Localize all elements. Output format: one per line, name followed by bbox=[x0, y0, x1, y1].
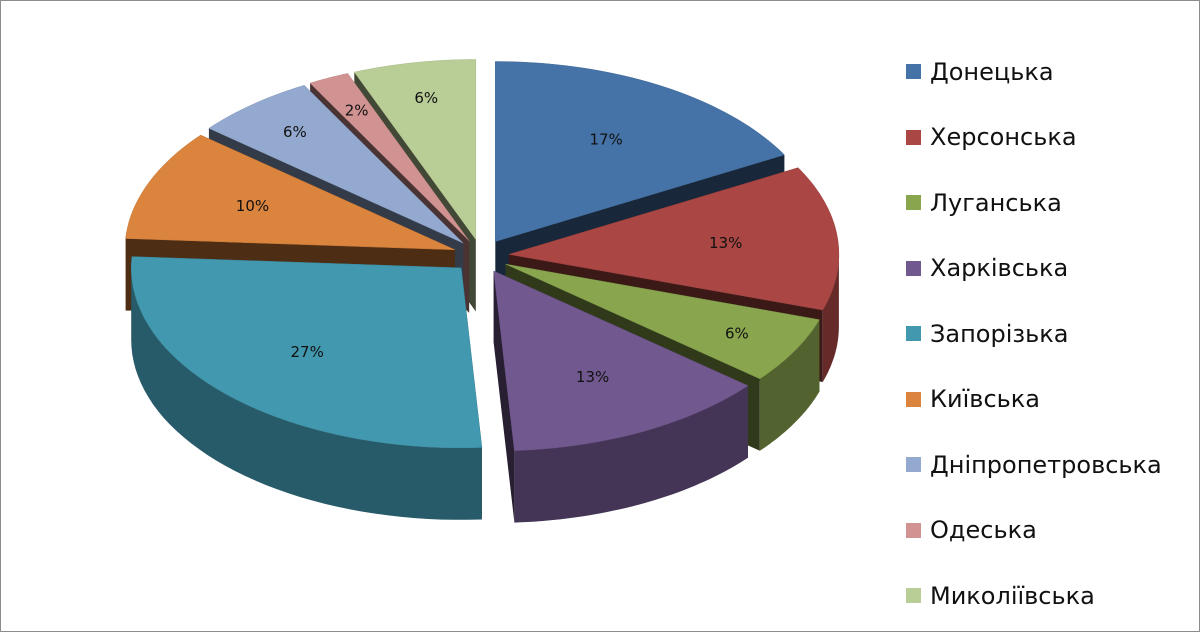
legend-item: Херсонська bbox=[906, 105, 1162, 171]
slice-top bbox=[353, 59, 477, 241]
legend-swatch bbox=[906, 195, 921, 211]
data-label: 17% bbox=[589, 130, 622, 148]
legend-label: Одеська bbox=[930, 516, 1037, 545]
data-label: 10% bbox=[236, 197, 269, 215]
legend-label: Київська bbox=[930, 385, 1040, 414]
data-label: 6% bbox=[414, 89, 438, 107]
slice-wall bbox=[822, 254, 839, 382]
legend-label: Дніпропетровська bbox=[930, 450, 1162, 479]
slice-top bbox=[125, 134, 456, 251]
legend-swatch bbox=[906, 326, 921, 342]
slice-cut-face bbox=[493, 271, 515, 523]
pie-slice bbox=[131, 256, 483, 520]
legend-swatch bbox=[906, 588, 921, 604]
legend-label: Донецька bbox=[930, 57, 1054, 86]
slice-wall bbox=[131, 267, 482, 520]
data-label: 6% bbox=[283, 123, 307, 141]
legend-label: Запорізька bbox=[930, 319, 1069, 348]
legend-swatch bbox=[906, 522, 921, 538]
slice-top bbox=[208, 85, 464, 244]
legend-label: Луганська bbox=[930, 188, 1062, 217]
legend: Донецька Херсонська Луганська Харківська Зап… bbox=[906, 39, 1162, 629]
legend-item: Донецька bbox=[906, 39, 1162, 105]
pie-chart: 17% 13% 6% 13% 27% 10% 6% 2% 6% bbox=[125, 59, 840, 523]
legend-item: Одеська bbox=[906, 498, 1162, 564]
legend-swatch bbox=[906, 64, 921, 80]
legend-item: Запорізька bbox=[906, 301, 1162, 367]
legend-label: Херсонська bbox=[930, 123, 1077, 152]
slice-top bbox=[495, 61, 785, 242]
slice-top bbox=[505, 263, 820, 380]
legend-swatch bbox=[906, 457, 921, 473]
legend-label: Миколіївська bbox=[930, 581, 1095, 610]
legend-item: Дніпропетровська bbox=[906, 432, 1162, 498]
legend-swatch bbox=[906, 391, 921, 407]
legend-label: Харківська bbox=[930, 254, 1069, 283]
slice-wall bbox=[514, 385, 748, 523]
legend-swatch bbox=[906, 260, 921, 276]
slice-top bbox=[493, 270, 749, 451]
slice-top bbox=[309, 73, 470, 241]
slice-top bbox=[131, 256, 483, 449]
slice-wall bbox=[759, 319, 820, 451]
legend-item: Харківська bbox=[906, 236, 1162, 302]
legend-swatch bbox=[906, 129, 921, 145]
slice-top bbox=[508, 167, 840, 311]
data-label: 13% bbox=[576, 368, 609, 386]
data-label: 6% bbox=[725, 324, 749, 342]
legend-item: Луганська bbox=[906, 170, 1162, 236]
legend-item: Миколіївська bbox=[906, 563, 1162, 629]
legend-item: Київська bbox=[906, 367, 1162, 433]
pie-slice bbox=[493, 270, 749, 523]
data-label: 2% bbox=[345, 102, 369, 120]
data-label: 27% bbox=[291, 343, 324, 361]
data-label: 13% bbox=[709, 234, 742, 252]
